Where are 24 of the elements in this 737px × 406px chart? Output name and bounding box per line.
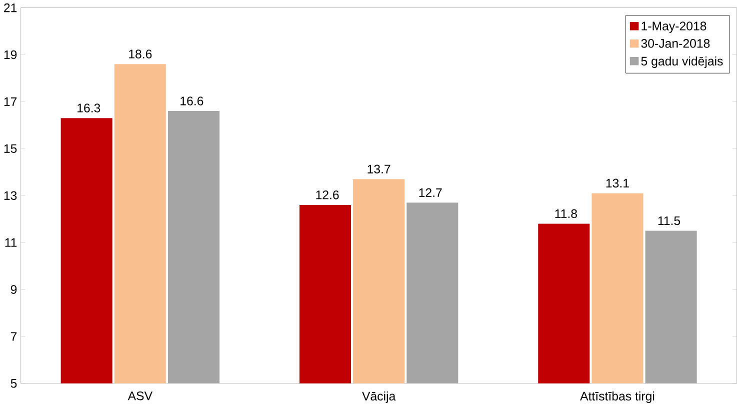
data-label: 13.1 — [606, 178, 629, 188]
data-label: 11.5 — [658, 216, 680, 225]
legend-label: 1-May-2018 — [642, 21, 706, 33]
y-tick-label: 17 — [4, 97, 17, 106]
x-tick-label: ASV — [128, 391, 152, 400]
data-label: 13.7 — [368, 164, 390, 174]
y-tick-label: 19 — [4, 50, 17, 59]
data-label: 12.6 — [316, 190, 339, 200]
legend-label: 5 gadu vidējais — [641, 56, 723, 68]
data-label: 18.6 — [129, 49, 152, 58]
y-tick-label: 13 — [4, 191, 17, 200]
y-tick-label: 21 — [4, 3, 17, 12]
y-tick-label: 11 — [5, 238, 17, 247]
y-tick-label: 5 — [10, 378, 17, 388]
y-tick-label: 9 — [10, 284, 17, 294]
y-tick-label: 7 — [10, 332, 17, 340]
data-label: 11.8 — [555, 209, 577, 218]
data-label: 16.3 — [78, 103, 100, 112]
x-tick-label: Vācija — [362, 391, 396, 403]
data-label: 12.7 — [419, 188, 442, 197]
data-label: 16.6 — [180, 96, 204, 106]
legend-label: 30-Jan-2018 — [641, 38, 710, 48]
y-tick-label: 15 — [4, 144, 17, 153]
x-tick-label: Attīstības tirgi — [580, 391, 654, 403]
